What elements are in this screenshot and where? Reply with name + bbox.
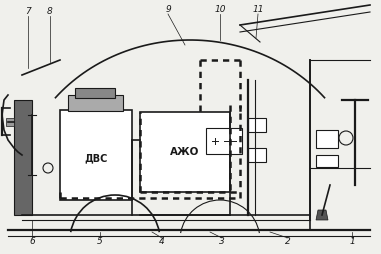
Text: 5: 5 xyxy=(97,237,103,246)
Text: 2: 2 xyxy=(285,237,291,246)
Bar xyxy=(68,95,123,111)
Text: 8: 8 xyxy=(47,8,53,17)
Text: 10: 10 xyxy=(214,6,226,14)
Text: 3: 3 xyxy=(219,237,225,246)
Bar xyxy=(248,148,266,162)
Text: ДВС: ДВС xyxy=(84,153,108,163)
Bar xyxy=(60,110,132,200)
Bar xyxy=(316,155,338,167)
Bar xyxy=(248,118,266,132)
Bar xyxy=(206,128,242,154)
Bar xyxy=(316,130,338,148)
Text: 7: 7 xyxy=(25,8,31,17)
Text: АЖО: АЖО xyxy=(170,147,200,157)
Text: 9: 9 xyxy=(165,6,171,14)
Bar xyxy=(140,112,230,192)
Text: 6: 6 xyxy=(29,237,35,246)
Text: 11: 11 xyxy=(252,6,264,14)
Polygon shape xyxy=(316,210,328,220)
Text: 4: 4 xyxy=(159,237,165,246)
Bar xyxy=(14,100,32,215)
Text: 1: 1 xyxy=(349,237,355,246)
Bar xyxy=(75,88,115,98)
Bar xyxy=(6,118,14,126)
